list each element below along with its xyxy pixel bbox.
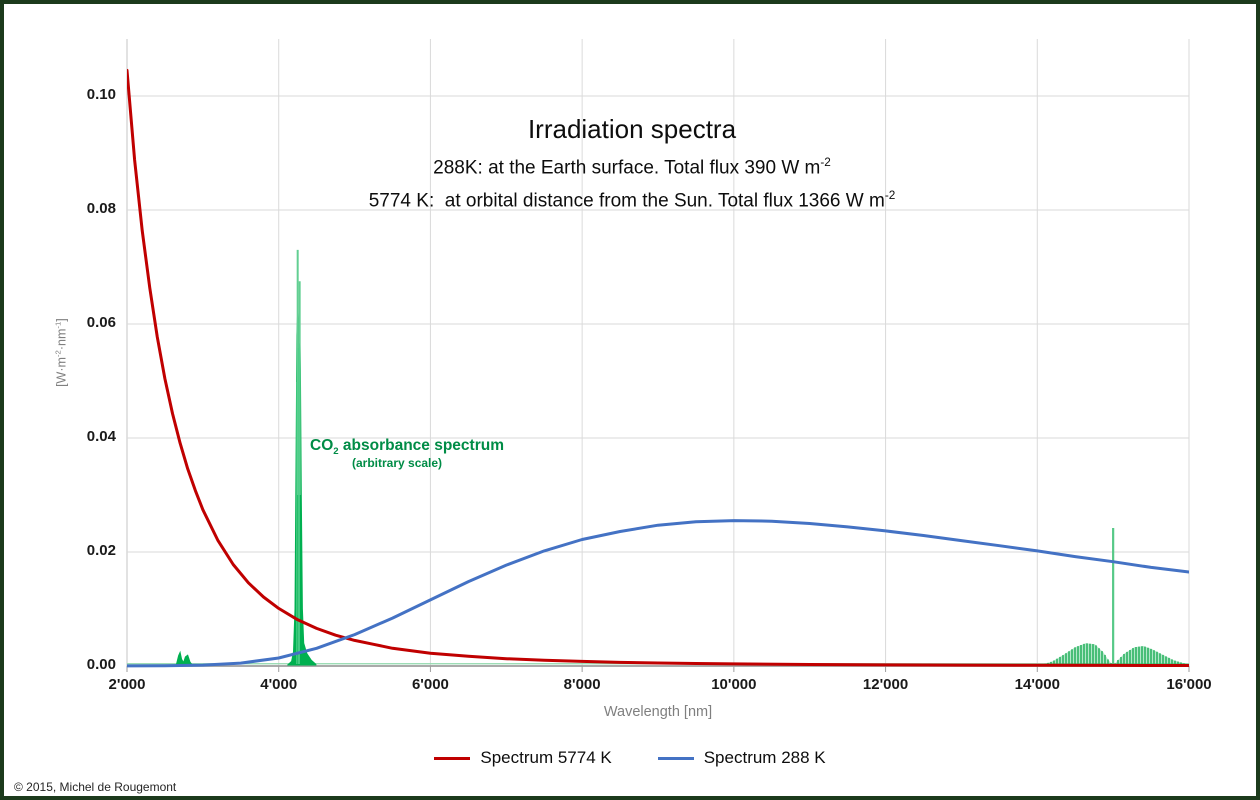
spectrum-5774k-curve — [127, 68, 1189, 667]
x-tick-label: 14'000 — [1014, 676, 1060, 693]
co2-annotation: CO2 absorbance spectrum (arbitrary scale… — [310, 437, 504, 470]
x-tick-label: 2'000 — [108, 676, 146, 693]
x-axis-label: Wavelength [nm] — [603, 704, 713, 720]
y-axis-label-exp2: -1 — [53, 321, 63, 329]
legend-item-288k: Spectrum 288 K — [657, 748, 826, 768]
x-tick-label: 4'000 — [260, 676, 298, 693]
y-tick-label: 0.02 — [86, 542, 116, 559]
legend-label-5774k: Spectrum 5774 K — [480, 748, 612, 767]
band-2.7um-fill — [175, 650, 193, 666]
y-tick-label: 0.08 — [86, 200, 116, 217]
y-tick-label: 0.00 — [86, 656, 116, 673]
x-tick-label: 8'000 — [563, 676, 601, 693]
y-tick-label: 0.06 — [86, 314, 116, 331]
co2-subscript: 2 — [333, 446, 339, 458]
copyright: © 2015, Michel de Rougemont — [14, 780, 177, 794]
x-tick-label: 12'000 — [862, 676, 909, 693]
x-tick-label: 10'000 — [711, 676, 757, 693]
legend-line-red-icon — [434, 756, 471, 760]
legend-item-5774k: Spectrum 5774 K — [434, 748, 612, 768]
spectrum-288k-curve — [127, 519, 1189, 668]
x-tick-label: 16'000 — [1166, 676, 1212, 693]
legend-line-blue-icon — [657, 756, 694, 760]
chart-subtitle-288k: 288K: at the Earth surface. Total flux 3… — [127, 149, 1137, 182]
y-axis-label-exp1: -2 — [53, 350, 63, 358]
co2-annotation-title: CO2 absorbance spectrum — [310, 437, 504, 457]
subtitle-5774k-text: 5774 K: at orbital distance from the Sun… — [368, 190, 885, 212]
spectrum-curves — [127, 68, 1189, 668]
y-tick-label: 0.04 — [86, 428, 116, 445]
chart-title: Irradiation spectra — [527, 114, 737, 144]
legend-label-288k: Spectrum 288 K — [703, 748, 826, 767]
y-axis-label: [W·m-2·nm-1] — [53, 288, 68, 418]
legend: Spectrum 5774 K Spectrum 288 K — [4, 748, 1256, 768]
y-tick-label: 0.10 — [86, 86, 116, 103]
chart-canvas — [126, 39, 1190, 672]
co2-annotation-note: (arbitrary scale) — [352, 456, 443, 471]
subtitle-288k-text: 288K: at the Earth surface. Total flux 3… — [433, 157, 821, 179]
subtitle-288k-exponent: -2 — [820, 156, 831, 169]
subtitle-5774k-exponent: -2 — [884, 189, 896, 203]
co2-text: CO — [310, 437, 334, 454]
co2-text2: absorbance spectrum — [338, 437, 504, 454]
x-tick-label: 6'000 — [411, 676, 449, 693]
chart-subtitle-5774k: 5774 K: at orbital distance from the Sun… — [127, 182, 1137, 215]
y-axis-label-text: [W·m — [54, 357, 69, 387]
y-axis-label-text3: ] — [54, 318, 69, 322]
co2-absorbance-series — [127, 249, 1189, 666]
band-4.3um-fill — [287, 306, 317, 666]
y-axis-label-text2: ·nm — [54, 328, 69, 351]
chart-title-block: Irradiation spectra 288K: at the Earth s… — [127, 114, 1137, 216]
